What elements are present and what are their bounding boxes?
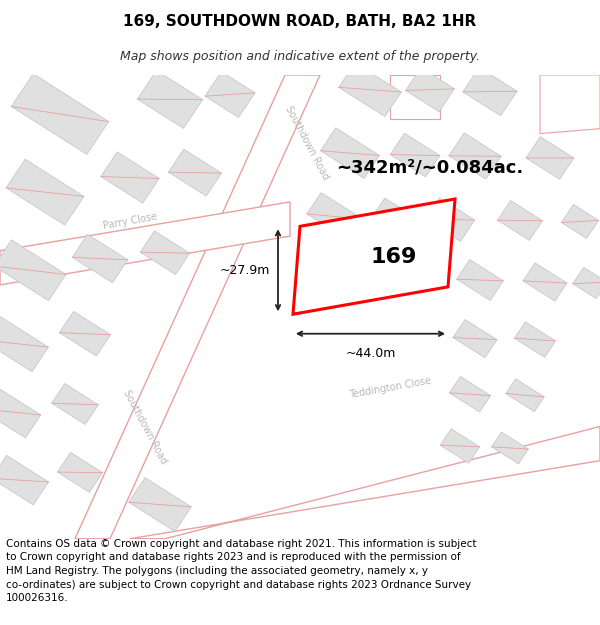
- Polygon shape: [506, 379, 544, 412]
- Text: ~342m²/~0.084ac.: ~342m²/~0.084ac.: [337, 159, 524, 177]
- Polygon shape: [72, 234, 128, 282]
- Text: Teddington Close: Teddington Close: [348, 375, 432, 399]
- Polygon shape: [101, 152, 159, 203]
- Polygon shape: [129, 478, 191, 531]
- Polygon shape: [58, 452, 103, 493]
- Text: Southdown Road: Southdown Road: [283, 104, 331, 182]
- Polygon shape: [540, 75, 600, 134]
- Polygon shape: [11, 74, 109, 154]
- Polygon shape: [339, 62, 401, 116]
- Polygon shape: [463, 68, 517, 116]
- Polygon shape: [205, 72, 255, 118]
- Polygon shape: [52, 384, 98, 424]
- Polygon shape: [453, 319, 497, 357]
- Polygon shape: [0, 456, 49, 505]
- Text: Southdown Road: Southdown Road: [121, 388, 169, 465]
- Text: ~27.9m: ~27.9m: [220, 264, 270, 277]
- Polygon shape: [440, 429, 480, 463]
- Text: Parry Close: Parry Close: [102, 212, 158, 231]
- Polygon shape: [59, 311, 110, 356]
- Polygon shape: [0, 386, 41, 438]
- Text: 169: 169: [371, 247, 417, 267]
- Text: ~44.0m: ~44.0m: [346, 348, 395, 361]
- Polygon shape: [457, 259, 503, 301]
- Polygon shape: [371, 198, 418, 239]
- Polygon shape: [497, 201, 542, 241]
- Polygon shape: [491, 432, 529, 464]
- Polygon shape: [75, 75, 320, 539]
- Polygon shape: [526, 137, 574, 179]
- Polygon shape: [0, 202, 290, 285]
- Polygon shape: [307, 192, 363, 241]
- Polygon shape: [449, 133, 501, 179]
- Polygon shape: [140, 231, 190, 274]
- Polygon shape: [514, 322, 556, 357]
- Polygon shape: [523, 263, 567, 301]
- Polygon shape: [169, 149, 221, 196]
- Polygon shape: [562, 204, 599, 238]
- Polygon shape: [320, 128, 379, 178]
- Text: Contains OS data © Crown copyright and database right 2021. This information is : Contains OS data © Crown copyright and d…: [6, 539, 476, 603]
- Polygon shape: [130, 426, 600, 539]
- Polygon shape: [406, 68, 454, 112]
- Polygon shape: [0, 240, 66, 301]
- Polygon shape: [449, 376, 491, 412]
- Polygon shape: [0, 315, 49, 372]
- Text: 169, SOUTHDOWN ROAD, BATH, BA2 1HR: 169, SOUTHDOWN ROAD, BATH, BA2 1HR: [124, 14, 476, 29]
- Polygon shape: [391, 133, 440, 177]
- Polygon shape: [137, 71, 203, 128]
- Polygon shape: [390, 75, 440, 119]
- Text: Map shows position and indicative extent of the property.: Map shows position and indicative extent…: [120, 50, 480, 63]
- Polygon shape: [6, 159, 84, 225]
- Polygon shape: [425, 198, 475, 241]
- Polygon shape: [293, 199, 455, 314]
- Polygon shape: [573, 268, 600, 299]
